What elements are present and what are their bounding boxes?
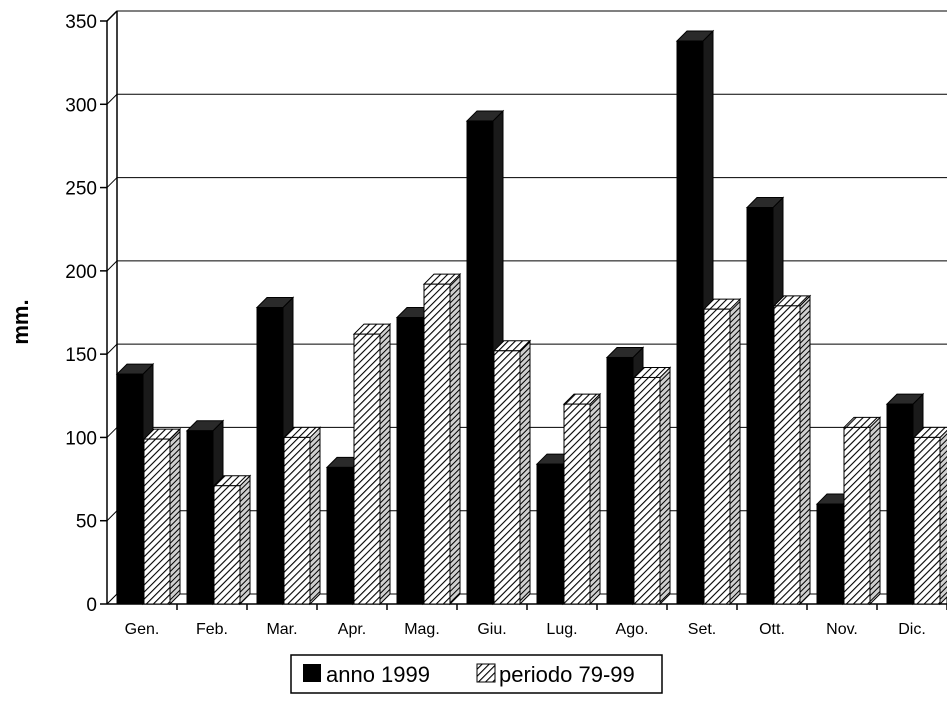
bar-dic-series-2 — [912, 426, 947, 606]
bar-gen-series-1 — [115, 362, 155, 606]
gridline-depth — [106, 260, 118, 272]
y-tick-label: 350 — [65, 12, 97, 33]
y-tick-label: 300 — [65, 95, 97, 116]
legend-label-series-2: periodo 79-99 — [499, 662, 635, 687]
x-tick-label: Nov. — [826, 621, 858, 638]
x-tick-label: Mar. — [266, 621, 297, 638]
x-tick-label: Apr. — [338, 621, 366, 638]
y-axis-top — [106, 10, 118, 22]
gridline-depth — [106, 177, 118, 188]
bars-layer — [115, 29, 947, 606]
bar-feb-series-2 — [212, 474, 252, 606]
y-tick-label: 250 — [65, 179, 97, 200]
bar-ott-series-2 — [772, 294, 812, 606]
gridline-depth — [106, 427, 118, 438]
y-tick-label: 100 — [65, 428, 97, 449]
gridline-depth — [106, 510, 118, 522]
y-tick-label: 200 — [65, 262, 97, 283]
x-tick-label: Dic. — [898, 621, 926, 638]
x-tick-label: Gen. — [125, 621, 160, 638]
x-tick-label: Feb. — [196, 621, 228, 638]
x-tick-label: Mag. — [404, 621, 440, 638]
gridline-depth — [106, 93, 118, 105]
bar-nov-series-2 — [842, 416, 882, 606]
x-tick-label: Giu. — [477, 621, 506, 638]
bar-apr-series-2 — [352, 322, 392, 606]
x-tick-label: Lug. — [546, 621, 577, 638]
y-tick-label: 150 — [65, 345, 97, 366]
bar-gen-series-2 — [142, 427, 182, 606]
bar-ago-series-2 — [632, 366, 672, 606]
gridline-depth — [106, 343, 118, 355]
x-tick-label: Ott. — [759, 621, 785, 638]
legend: anno 1999 periodo 79-99 — [290, 654, 663, 694]
y-axis-label: mm. — [8, 299, 33, 344]
y-tick-label: 0 — [86, 595, 97, 616]
labels-layer: 0 50 100 150 200 250 300 350 Gen. Feb. Mar. Apr. Mag… — [65, 12, 925, 638]
bar-mag-series-2 — [422, 272, 462, 606]
x-tick-label: Ago. — [616, 621, 649, 638]
x-tick-label: Set. — [688, 621, 716, 638]
bar-mar-series-2 — [282, 426, 322, 606]
legend-swatch-periodo-79-99 — [476, 663, 496, 683]
grid-layer — [106, 10, 947, 605]
legend-label-series-1: anno 1999 — [326, 662, 430, 687]
bar-lug-series-2 — [562, 392, 602, 606]
bar-set-series-2 — [702, 297, 742, 606]
legend-swatch-anno-1999 — [303, 664, 321, 682]
y-tick-label: 50 — [76, 512, 97, 533]
bar-set-series-1 — [675, 29, 715, 606]
bar-giu-series-2 — [492, 339, 532, 606]
